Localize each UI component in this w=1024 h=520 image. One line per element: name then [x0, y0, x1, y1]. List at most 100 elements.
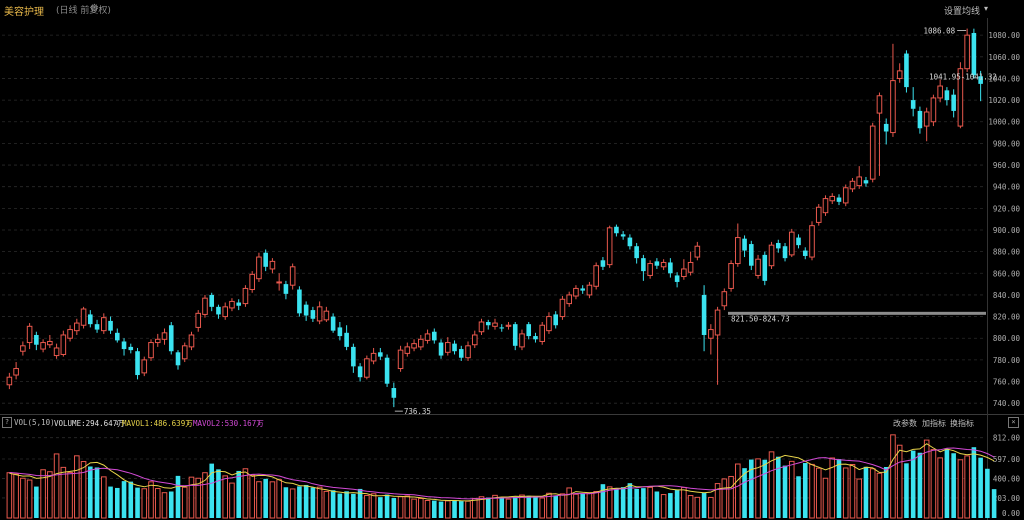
y-tick-label: 1080.00	[988, 31, 1020, 40]
volume-bar	[519, 494, 525, 519]
volume-bar	[842, 467, 849, 519]
volume-bar	[566, 487, 572, 519]
volume-bar	[614, 488, 619, 518]
volume-bar	[148, 481, 154, 519]
volume-bar	[735, 463, 741, 519]
volume-bar	[593, 491, 599, 519]
y-tick-label: 0.00	[1002, 509, 1021, 518]
volume-bar	[424, 499, 431, 519]
candle-body	[971, 32, 977, 76]
volume-bar	[728, 475, 734, 519]
ma-setting-button[interactable]: 设置均线	[943, 7, 980, 17]
candle-body	[499, 327, 505, 329]
close-icon[interactable]: ×	[1008, 417, 1019, 428]
candle-body	[842, 187, 849, 204]
candle-body	[802, 250, 808, 256]
y-tick-label: 1000.00	[988, 118, 1020, 127]
candle-body	[559, 298, 566, 318]
y-tick-label: 1040.00	[988, 74, 1020, 83]
candle-body	[957, 68, 964, 127]
candle-body	[351, 346, 356, 367]
volume-bar	[20, 477, 26, 519]
add-indicator-button[interactable]: 加指标	[922, 419, 946, 428]
volume-bar	[337, 493, 343, 518]
y-tick-label: 760.00	[993, 378, 1021, 387]
change-params-button[interactable]: 改参数	[893, 419, 917, 428]
candle-body	[391, 388, 397, 398]
volume-bar	[681, 486, 687, 519]
volume-bar	[411, 498, 417, 519]
candle-body	[674, 275, 680, 282]
support-label: 821.50-824.73	[731, 314, 790, 323]
volume-bar	[357, 488, 363, 518]
volume-bar	[94, 467, 100, 518]
y-tick-label: 960.00	[993, 161, 1021, 170]
volume-bar	[937, 457, 943, 519]
candle-body	[13, 368, 19, 376]
candle-body	[269, 260, 276, 270]
volume-bar	[351, 493, 356, 518]
volume-bar	[701, 492, 707, 518]
volume-bar	[890, 434, 896, 519]
candle-body	[809, 225, 815, 258]
candle-body	[593, 265, 599, 287]
candle-body	[411, 343, 417, 349]
volume-bar	[512, 496, 518, 518]
candle-body	[586, 284, 593, 296]
candle-body	[782, 246, 788, 259]
volume-bar	[654, 491, 660, 518]
volume-bar	[188, 476, 195, 519]
volume-bar	[432, 500, 437, 518]
vol-mavol2-value: MAVOL2:530.167万	[193, 419, 264, 428]
volume-ma-lines	[9, 443, 995, 502]
volume-bar	[768, 451, 775, 519]
candle-body	[297, 289, 302, 314]
candle-body	[135, 351, 140, 376]
volume-bar	[930, 449, 937, 519]
volume-bar	[202, 472, 208, 519]
volume-bar	[47, 471, 53, 519]
candle-body	[344, 332, 349, 347]
candle-body	[566, 294, 572, 305]
help-icon[interactable]: ?	[2, 417, 12, 428]
candle-body	[188, 334, 195, 348]
candle-body	[681, 268, 687, 278]
volume-bar	[822, 477, 829, 519]
down-arrow-icon: ↓	[115, 418, 120, 427]
y-tick-label: 840.00	[993, 291, 1021, 300]
y-tick-label: 800.00	[993, 334, 1021, 343]
volume-bar	[195, 477, 202, 519]
y-tick-label: 860.00	[993, 269, 1021, 278]
volume-bar	[951, 453, 956, 518]
volume-bar	[344, 491, 349, 518]
candle-body	[822, 198, 829, 214]
down-arrow-icon: ↓	[257, 418, 262, 427]
candle-body	[323, 310, 330, 321]
volume-bar	[121, 481, 127, 518]
switch-indicator-button[interactable]: 换指标	[950, 419, 974, 428]
candle-body	[600, 260, 606, 267]
candle-body	[660, 261, 667, 268]
candlestick-series	[6, 28, 983, 408]
candle-body	[195, 312, 202, 328]
volume-bar	[60, 466, 67, 519]
volume-bar	[815, 467, 822, 519]
candle-body	[890, 80, 896, 134]
candle-body	[289, 266, 296, 286]
candle-body	[364, 358, 370, 378]
volume-bar	[978, 457, 983, 518]
candle-body	[627, 237, 633, 247]
candle-body	[883, 123, 889, 132]
volume-bar	[114, 487, 120, 518]
gear-icon[interactable]: ⚙	[90, 3, 99, 14]
chevron-down-icon[interactable]: ▾	[983, 4, 988, 13]
volume-bar	[471, 497, 478, 519]
volume-bar	[580, 493, 585, 518]
candle-body	[606, 227, 613, 266]
y-tick-label: 880.00	[993, 248, 1021, 257]
candle-body	[283, 284, 289, 294]
candle-body	[512, 324, 518, 346]
volume-bar	[40, 469, 46, 519]
volume-bar	[641, 488, 646, 518]
